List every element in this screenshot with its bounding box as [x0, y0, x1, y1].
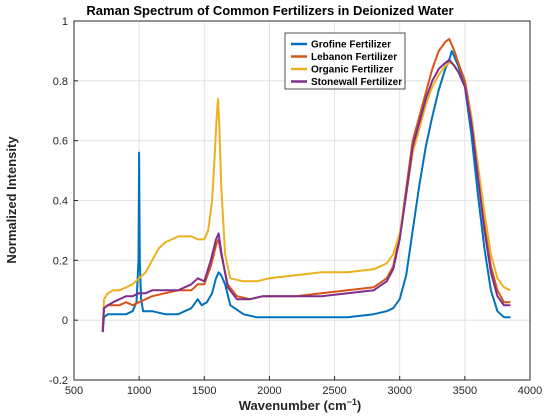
- y-tick-label: 0.2: [53, 255, 68, 267]
- legend-label: Lebanon Fertilizer: [311, 52, 397, 63]
- x-axis-title: Wavenumber (cm−1): [239, 397, 362, 413]
- x-axis-title-close: ): [357, 398, 361, 413]
- y-axis-title: Normalized Intensity: [4, 136, 19, 264]
- x-tick-label: 1500: [192, 385, 216, 397]
- x-tick-label: 4000: [518, 385, 542, 397]
- x-axis-title-main: Wavenumber (cm: [239, 398, 347, 413]
- y-tick-label: 0.8: [53, 76, 68, 88]
- series-line-4: [101, 58, 511, 333]
- y-tick-label: 0.6: [53, 136, 68, 148]
- x-tick-label: 2000: [257, 385, 281, 397]
- chart-title: Raman Spectrum of Common Fertilizers in …: [86, 3, 453, 18]
- y-tick-label: 0.4: [53, 196, 68, 208]
- legend-box: [284, 32, 406, 90]
- series-line-3: [101, 61, 511, 330]
- x-tick-label: 1000: [127, 385, 151, 397]
- legend-label: Grofine Fertilizer: [311, 40, 391, 51]
- x-tick-label: 2500: [322, 385, 346, 397]
- x-tick-label: 3000: [387, 385, 411, 397]
- y-tick-label: -0.2: [49, 375, 68, 387]
- series-line-2: [101, 37, 511, 330]
- x-tick-label: 500: [65, 385, 83, 397]
- axis-ticks: 500 1000 1500 2000 2500 3000 3500 4000 -0.2 0 0.2 0…: [49, 16, 542, 397]
- x-axis-title-superscript: −1: [347, 397, 357, 407]
- series-lines: [101, 37, 511, 333]
- y-tick-label: 1: [62, 16, 68, 28]
- x-tick-label: 3500: [453, 385, 477, 397]
- legend-label: Organic Fertilizer: [311, 65, 393, 76]
- series-line-1: [101, 49, 511, 333]
- legend-label: Stonewall Fertilizer: [311, 77, 402, 88]
- y-tick-label: 0: [62, 315, 68, 327]
